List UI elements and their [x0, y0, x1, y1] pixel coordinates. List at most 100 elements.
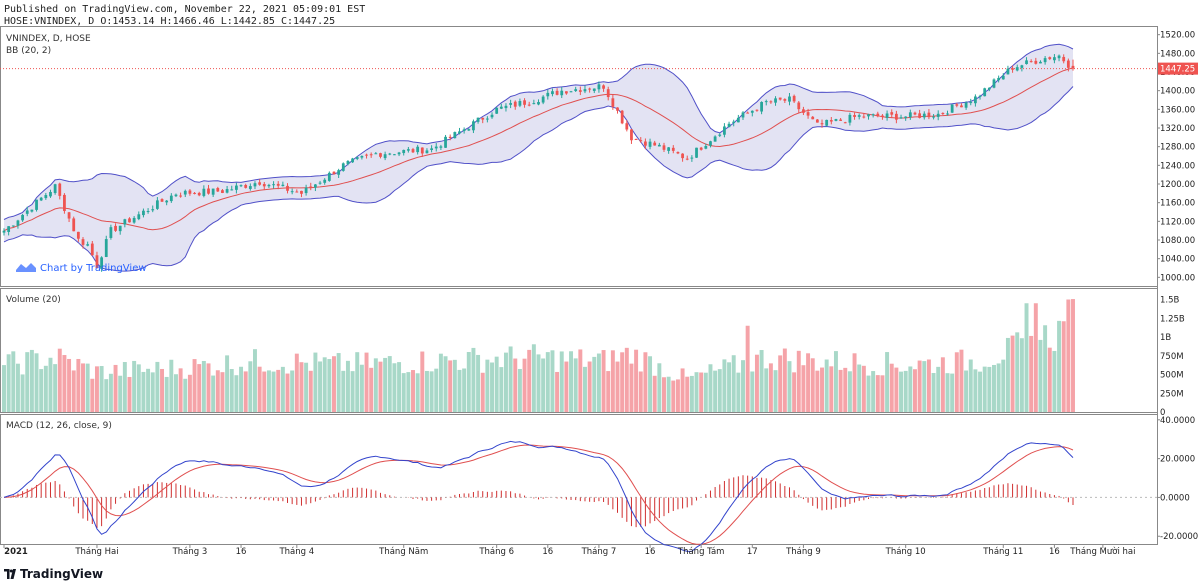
candle-body — [276, 183, 280, 186]
candle-body — [430, 148, 433, 150]
volume-bar — [90, 378, 95, 412]
volume-bar — [1047, 347, 1052, 412]
candle-body — [523, 100, 526, 105]
candle-body — [583, 89, 587, 92]
volume-bar — [978, 371, 983, 412]
volume-bar — [29, 349, 34, 412]
volume-bar — [104, 379, 109, 412]
price-pane — [0, 43, 1157, 272]
volume-bar — [1066, 299, 1071, 412]
volume-bar — [964, 370, 969, 412]
candle-body — [49, 191, 52, 197]
volume-bar — [736, 372, 741, 412]
time-axis: 2021 Tháng Hai Tháng 3 16 Tháng 4 Tháng Năm Th… — [3, 544, 1135, 557]
candle-body — [862, 116, 866, 118]
volume-bar — [485, 359, 490, 412]
volume-bar — [527, 349, 532, 412]
volume-bar — [122, 362, 127, 412]
volume-bar — [778, 355, 783, 412]
volume-bar — [1001, 359, 1006, 412]
candle-body — [829, 120, 833, 122]
candle-body — [723, 126, 726, 135]
last-price-label: 1447.25 — [1160, 65, 1195, 75]
volume-bar — [290, 370, 295, 412]
volume-bar — [271, 371, 276, 412]
volume-bar — [415, 373, 420, 412]
volume-bar — [885, 352, 890, 412]
candle-body — [927, 112, 931, 118]
candle-body — [458, 131, 461, 134]
candle-body — [602, 85, 605, 89]
candle-body — [109, 227, 113, 238]
candle-body — [128, 218, 131, 223]
volume-bar — [945, 373, 950, 412]
volume-bar — [713, 370, 718, 412]
volume-bar — [610, 350, 615, 412]
volume-bar — [39, 369, 44, 412]
candle-body — [351, 158, 354, 163]
volume-bar — [401, 373, 406, 412]
candle-body — [620, 110, 624, 124]
candle-body — [7, 226, 11, 232]
volume-bar — [443, 356, 448, 412]
volume-bar — [569, 351, 574, 412]
volume-bar — [266, 370, 271, 412]
volume-bar — [67, 358, 72, 412]
chart-header: Published on TradingView.com, November 2… — [4, 4, 365, 28]
volume-bar — [829, 366, 834, 412]
volume-bar — [480, 372, 485, 412]
volume-bar — [373, 358, 378, 412]
candle-body — [727, 123, 731, 128]
volume-bar — [996, 363, 1001, 412]
volume-tick-label: 1.25B — [1160, 314, 1185, 324]
candle-body — [132, 217, 136, 223]
candle-body — [932, 116, 935, 118]
volume-bar — [503, 352, 508, 412]
volume-bar — [2, 365, 6, 412]
volume-bar — [248, 361, 253, 412]
volume-bar — [1052, 350, 1057, 412]
volume-bar — [457, 369, 462, 412]
volume-bar — [76, 358, 81, 412]
candle-body — [444, 136, 447, 148]
candle-body — [997, 77, 1001, 81]
volume-bar — [792, 372, 797, 412]
candle-body — [197, 192, 201, 196]
candle-body — [606, 89, 610, 98]
candle-body — [960, 105, 963, 108]
volume-bar — [773, 370, 778, 412]
volume-tick-label: 500M — [1160, 371, 1184, 381]
price-tick-label: 1040.00 — [1160, 255, 1195, 265]
candle-body — [709, 141, 712, 146]
candle-body — [904, 116, 908, 119]
volume-bar — [541, 358, 546, 412]
candle-body — [537, 102, 540, 105]
volume-bar — [146, 368, 151, 412]
volume-bar — [759, 350, 764, 412]
candle-body — [169, 195, 173, 202]
candle-body — [30, 209, 34, 212]
candle-body — [983, 88, 987, 97]
candle-body — [472, 121, 475, 131]
candle-body — [797, 102, 801, 110]
candle-body — [964, 102, 968, 108]
published-line: Published on TradingView.com, November 2… — [4, 4, 366, 15]
volume-bar — [810, 358, 815, 412]
volume-bar — [754, 354, 759, 412]
candle-body — [244, 185, 248, 188]
volume-bar — [364, 352, 369, 412]
candle-body — [327, 172, 331, 181]
candle-body — [555, 90, 559, 95]
candle-body — [207, 188, 210, 194]
volume-bar — [369, 367, 374, 412]
volume-bar — [253, 349, 257, 412]
volume-bar — [880, 375, 885, 412]
chart-area[interactable]: 1520.001480.001440.001400.001360.001320.… — [0, 26, 1200, 562]
time-tick-label: Tháng 6 — [478, 547, 514, 557]
volume-bar — [466, 351, 471, 412]
candle-body — [239, 185, 243, 187]
candle-body — [420, 147, 424, 154]
volume-bar — [438, 353, 443, 412]
chart-svg[interactable]: 1520.001480.001440.001400.001360.001320.… — [0, 26, 1200, 562]
volume-bar — [522, 358, 527, 412]
